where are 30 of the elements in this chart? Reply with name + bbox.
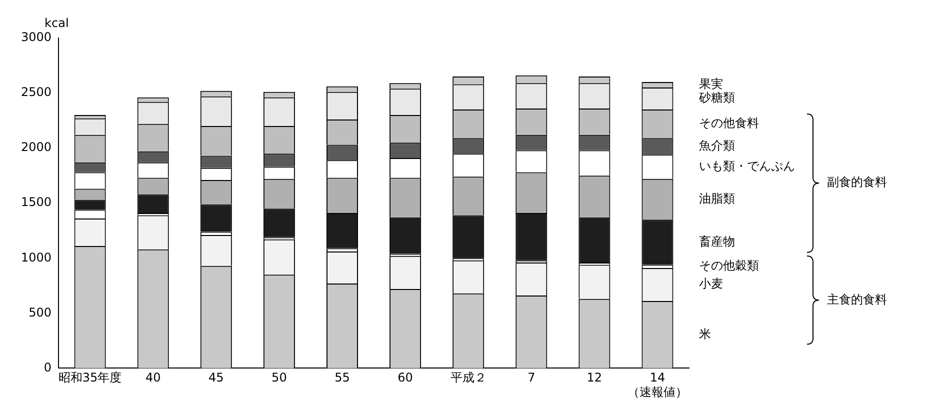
y-tick-label: 2000 xyxy=(20,140,52,154)
x-tick-label: 7 xyxy=(528,370,536,385)
text: 米 xyxy=(699,326,711,341)
text: その他穀類 xyxy=(699,258,759,273)
y-tick-label: 1500 xyxy=(20,195,52,210)
x-tick-label: 60 xyxy=(398,370,413,385)
text: 畜産物 xyxy=(699,234,735,248)
y-tick-label: 2500 xyxy=(20,85,52,100)
y-tick-label: 0 xyxy=(44,360,52,374)
x-tick-label: 14 （速報値） xyxy=(627,370,688,399)
x-tick-label: 50 xyxy=(272,370,287,385)
text: 小麦 xyxy=(699,276,723,291)
y-tick-label: 1000 xyxy=(20,250,52,264)
text: 魚介類 xyxy=(699,138,735,153)
text: その他食料 xyxy=(699,116,759,130)
x-tick-label: 55 xyxy=(334,370,350,385)
y-tick-label: 3000 xyxy=(20,30,52,44)
x-tick-label: 昭和35年度 xyxy=(58,370,122,385)
x-tick-label: 平成２ xyxy=(450,370,486,385)
x-tick-label: 40 xyxy=(145,370,161,385)
x-tick-label: 45 xyxy=(208,370,224,385)
y-axis-title: kcal xyxy=(44,16,69,30)
text: 果実 xyxy=(699,76,723,91)
y-tick-label: 500 xyxy=(28,305,52,320)
text: 主食的食料 xyxy=(827,292,887,307)
text: いも類・でんぷん xyxy=(699,158,795,173)
x-tick-label: 12 xyxy=(586,370,602,385)
text: 砂糖類 xyxy=(698,90,735,105)
text: 副食的食料 xyxy=(827,175,887,190)
text: 油脂類 xyxy=(699,191,735,206)
